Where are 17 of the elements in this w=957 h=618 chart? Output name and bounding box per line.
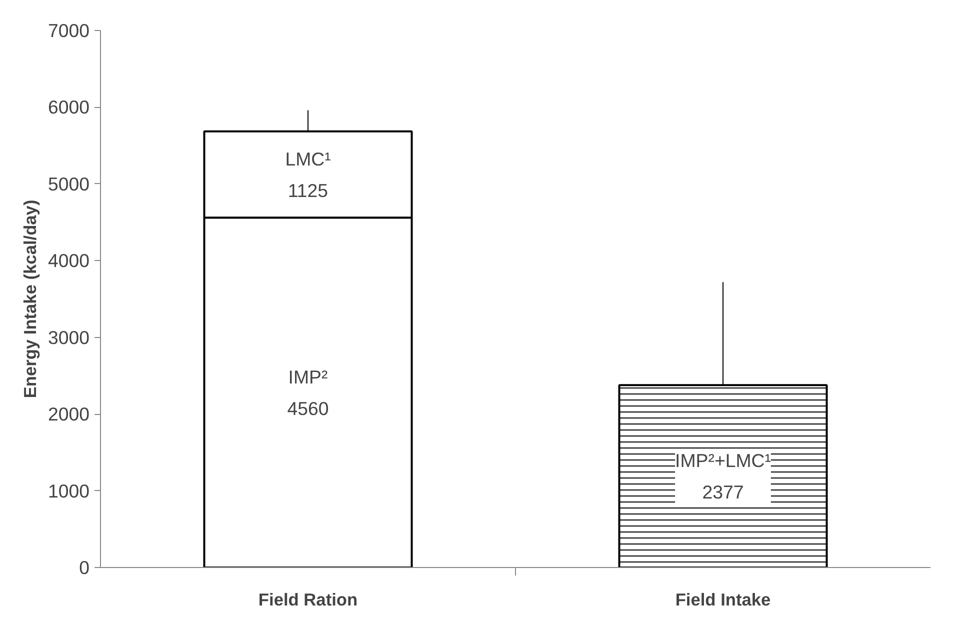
y-tick-label: 4000 — [48, 250, 90, 272]
series-label: LMC¹ — [285, 148, 331, 170]
y-tick-label: 5000 — [48, 173, 90, 194]
x-tick-label: Field Ration — [258, 590, 358, 610]
series-label: IMP²+LMC¹ — [675, 450, 771, 472]
y-tick-label: 6000 — [48, 96, 90, 118]
y-tick-label: 1000 — [48, 480, 90, 502]
data-label: 4560 — [287, 398, 329, 419]
y-axis-title: Energy Intake (kcal/day) — [20, 200, 40, 398]
y-tick-label: 2000 — [48, 404, 90, 425]
y-tick-label: 3000 — [48, 326, 90, 348]
x-tick-label: Field Intake — [675, 590, 772, 610]
y-tick-label: 7000 — [48, 20, 90, 41]
series-label: IMP² — [288, 366, 328, 388]
data-label: 2377 — [702, 482, 744, 503]
y-tick-label: 0 — [79, 557, 90, 578]
data-label: 1125 — [288, 180, 328, 201]
